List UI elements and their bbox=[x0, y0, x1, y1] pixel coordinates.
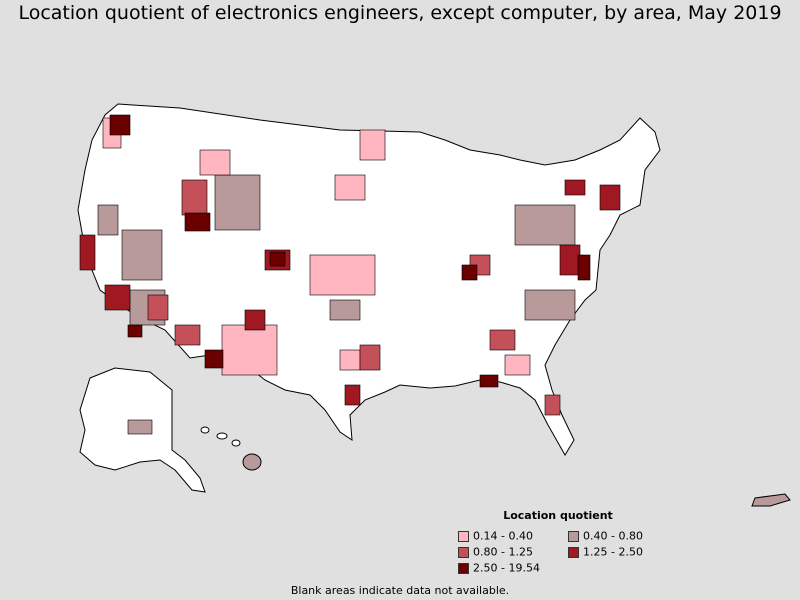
legend-item-3: 0.80 - 1.25 bbox=[458, 545, 533, 559]
area-texas-e bbox=[339, 349, 361, 371]
area-tx-c bbox=[344, 384, 361, 406]
area-idaho-falls bbox=[184, 212, 211, 232]
area-washington-n bbox=[109, 114, 131, 136]
area-az-s bbox=[174, 324, 201, 346]
area-utah bbox=[181, 179, 208, 216]
area-new-mexico bbox=[221, 324, 278, 376]
area-nm-n bbox=[244, 309, 266, 331]
area-idaho-n bbox=[97, 204, 119, 236]
area-al bbox=[489, 329, 516, 351]
hawaii-shape bbox=[200, 426, 262, 471]
legend-item-1: 0.14 - 0.40 bbox=[458, 529, 533, 543]
legend-item-5: 2.50 - 19.54 bbox=[458, 561, 540, 575]
legend-swatch-2 bbox=[568, 530, 579, 542]
area-dakota bbox=[334, 174, 366, 201]
legend-swatch-5 bbox=[458, 562, 469, 574]
area-ca-s bbox=[147, 294, 169, 321]
legend-swatch-3 bbox=[458, 546, 469, 558]
legend-swatch-4 bbox=[568, 546, 579, 558]
area-fl-pan bbox=[479, 374, 499, 388]
area-wyoming bbox=[214, 174, 261, 231]
legend-title: Location quotient bbox=[503, 509, 613, 522]
area-ma bbox=[599, 184, 621, 211]
area-az-sierra bbox=[204, 349, 224, 369]
area-colorado-sp bbox=[269, 251, 286, 267]
area-fl-w bbox=[544, 394, 561, 416]
shaded-areas bbox=[79, 114, 621, 435]
area-md bbox=[559, 244, 581, 276]
area-ca-coast bbox=[79, 234, 96, 271]
area-alaska-s bbox=[127, 419, 153, 435]
legend-swatch-1 bbox=[458, 530, 469, 542]
area-carolinas bbox=[524, 289, 576, 321]
legend-item-4: 1.25 - 2.50 bbox=[568, 545, 643, 559]
footnote: Blank areas indicate data not available. bbox=[290, 584, 510, 597]
map-title: Location quotient of electronics enginee… bbox=[18, 2, 782, 24]
area-kansas bbox=[309, 254, 376, 296]
area-montana-w bbox=[199, 149, 231, 176]
legend-item-2: 0.40 - 0.80 bbox=[568, 529, 643, 543]
area-georgia bbox=[504, 354, 531, 376]
area-oklahoma bbox=[329, 299, 361, 321]
area-ca-sd bbox=[127, 324, 143, 338]
area-la bbox=[359, 344, 381, 371]
area-md-dc bbox=[577, 254, 591, 281]
area-ny bbox=[564, 179, 586, 196]
area-minnesota bbox=[359, 129, 386, 161]
area-indiana bbox=[461, 264, 478, 281]
area-nevada bbox=[121, 229, 163, 281]
area-ca-la bbox=[104, 284, 131, 311]
legend: Location quotient 0.14 - 0.40 0.40 - 0.8… bbox=[458, 507, 718, 577]
puerto-rico-shape bbox=[751, 493, 791, 507]
area-ohio-region bbox=[514, 204, 576, 246]
